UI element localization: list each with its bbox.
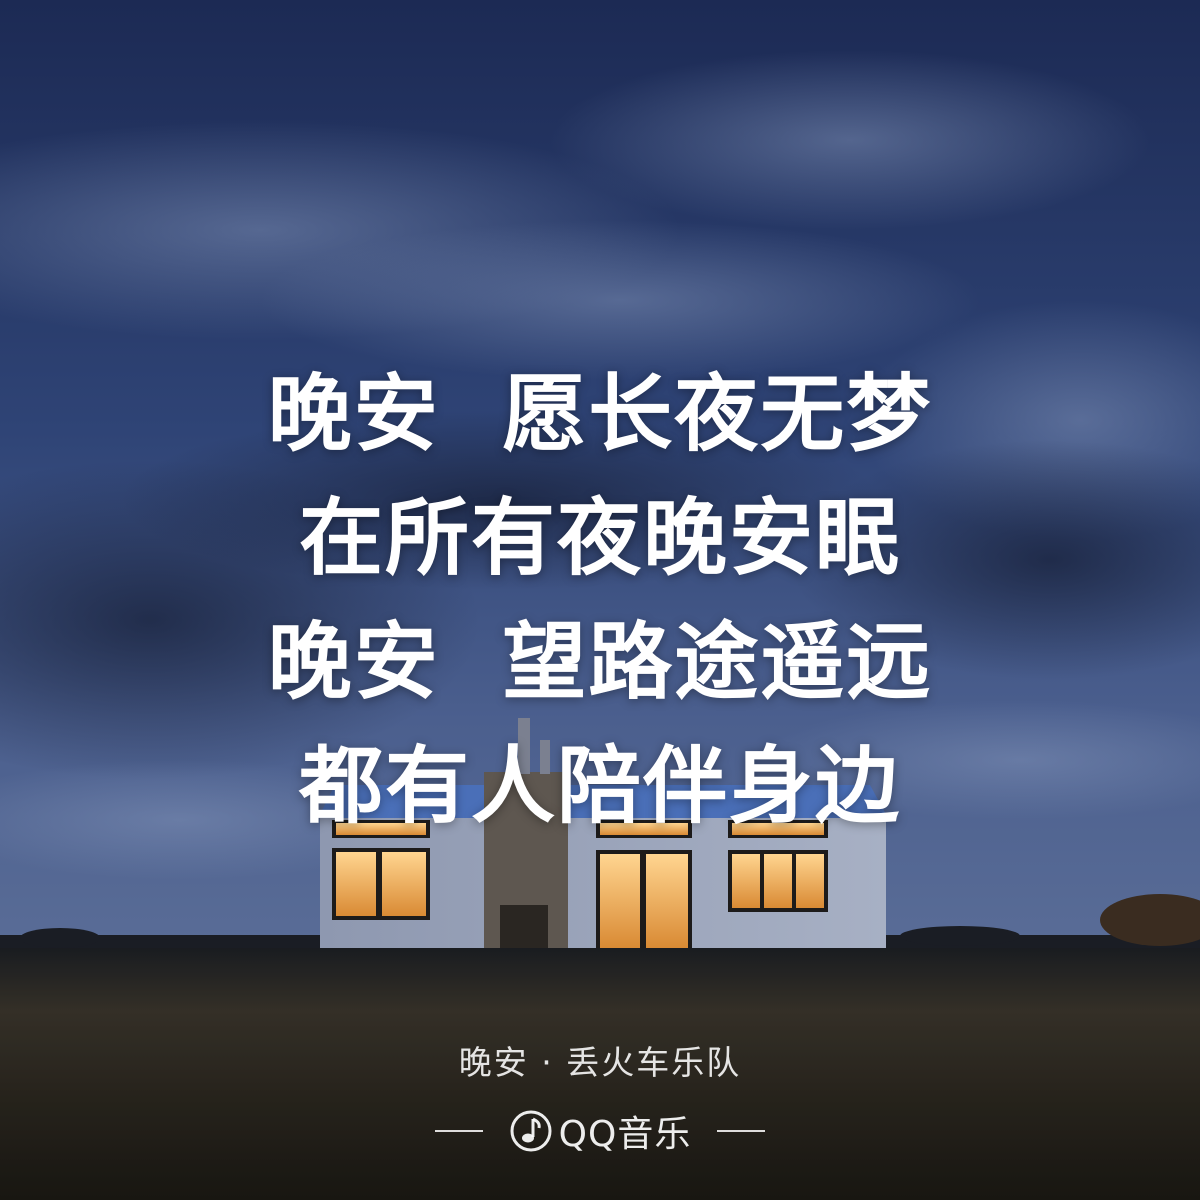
lyric-line: 都有人陪伴身边 — [298, 737, 901, 835]
music-note-icon — [510, 1110, 552, 1152]
divider-right — [717, 1130, 766, 1132]
divider-left — [434, 1130, 483, 1132]
brand-footer: QQ音乐 — [0, 1106, 1200, 1156]
brand-name: QQ音乐 — [558, 1114, 692, 1155]
lyrics-block: 晚安 愿长夜无梦 在所有夜晚安眠 晚安 望路途遥远 都有人陪伴身边 — [0, 352, 1200, 848]
lyric-line: 在所有夜晚安眠 — [298, 489, 901, 587]
lyric-line: 晚安 望路途遥远 — [267, 613, 933, 711]
lyric-line: 晚安 愿长夜无梦 — [267, 365, 933, 463]
song-credit: 晚安 · 丢火车乐队 — [458, 1043, 742, 1082]
qq-music-logo: QQ音乐 — [509, 1105, 692, 1157]
